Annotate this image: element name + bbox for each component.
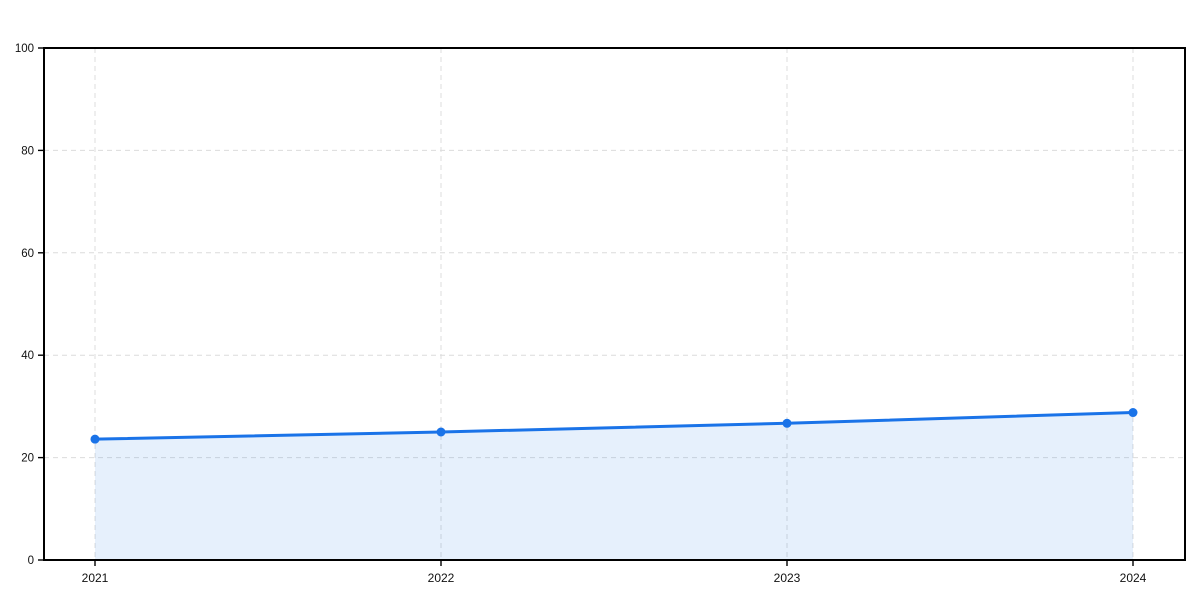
data-point-marker: [436, 427, 446, 437]
data-point-marker: [90, 434, 100, 444]
area-fill: [95, 412, 1133, 560]
y-axis: 0 20 40 60 80 100: [15, 43, 44, 567]
x-axis: 2021 2022 2023 2024: [82, 560, 1147, 585]
y-axis-tick-label: 20: [21, 453, 34, 465]
x-axis-tick-label: 2022: [428, 571, 455, 585]
x-axis-tick-label: 2023: [774, 571, 801, 585]
y-axis-tick-label: 40: [21, 350, 34, 362]
plot-border: [43, 47, 1186, 561]
data-point-marker: [1128, 408, 1138, 418]
x-axis-tick-label: 2021: [82, 571, 109, 585]
x-axis-tick-label: 2024: [1120, 571, 1147, 585]
data-point-marker: [782, 418, 792, 428]
y-axis-tick-label: 60: [21, 248, 34, 260]
y-axis-tick-label: 80: [21, 145, 34, 157]
y-axis-tick-label: 100: [15, 43, 34, 55]
trend-line: [93, 411, 1135, 441]
y-axis-tick-label: 0: [28, 555, 34, 567]
